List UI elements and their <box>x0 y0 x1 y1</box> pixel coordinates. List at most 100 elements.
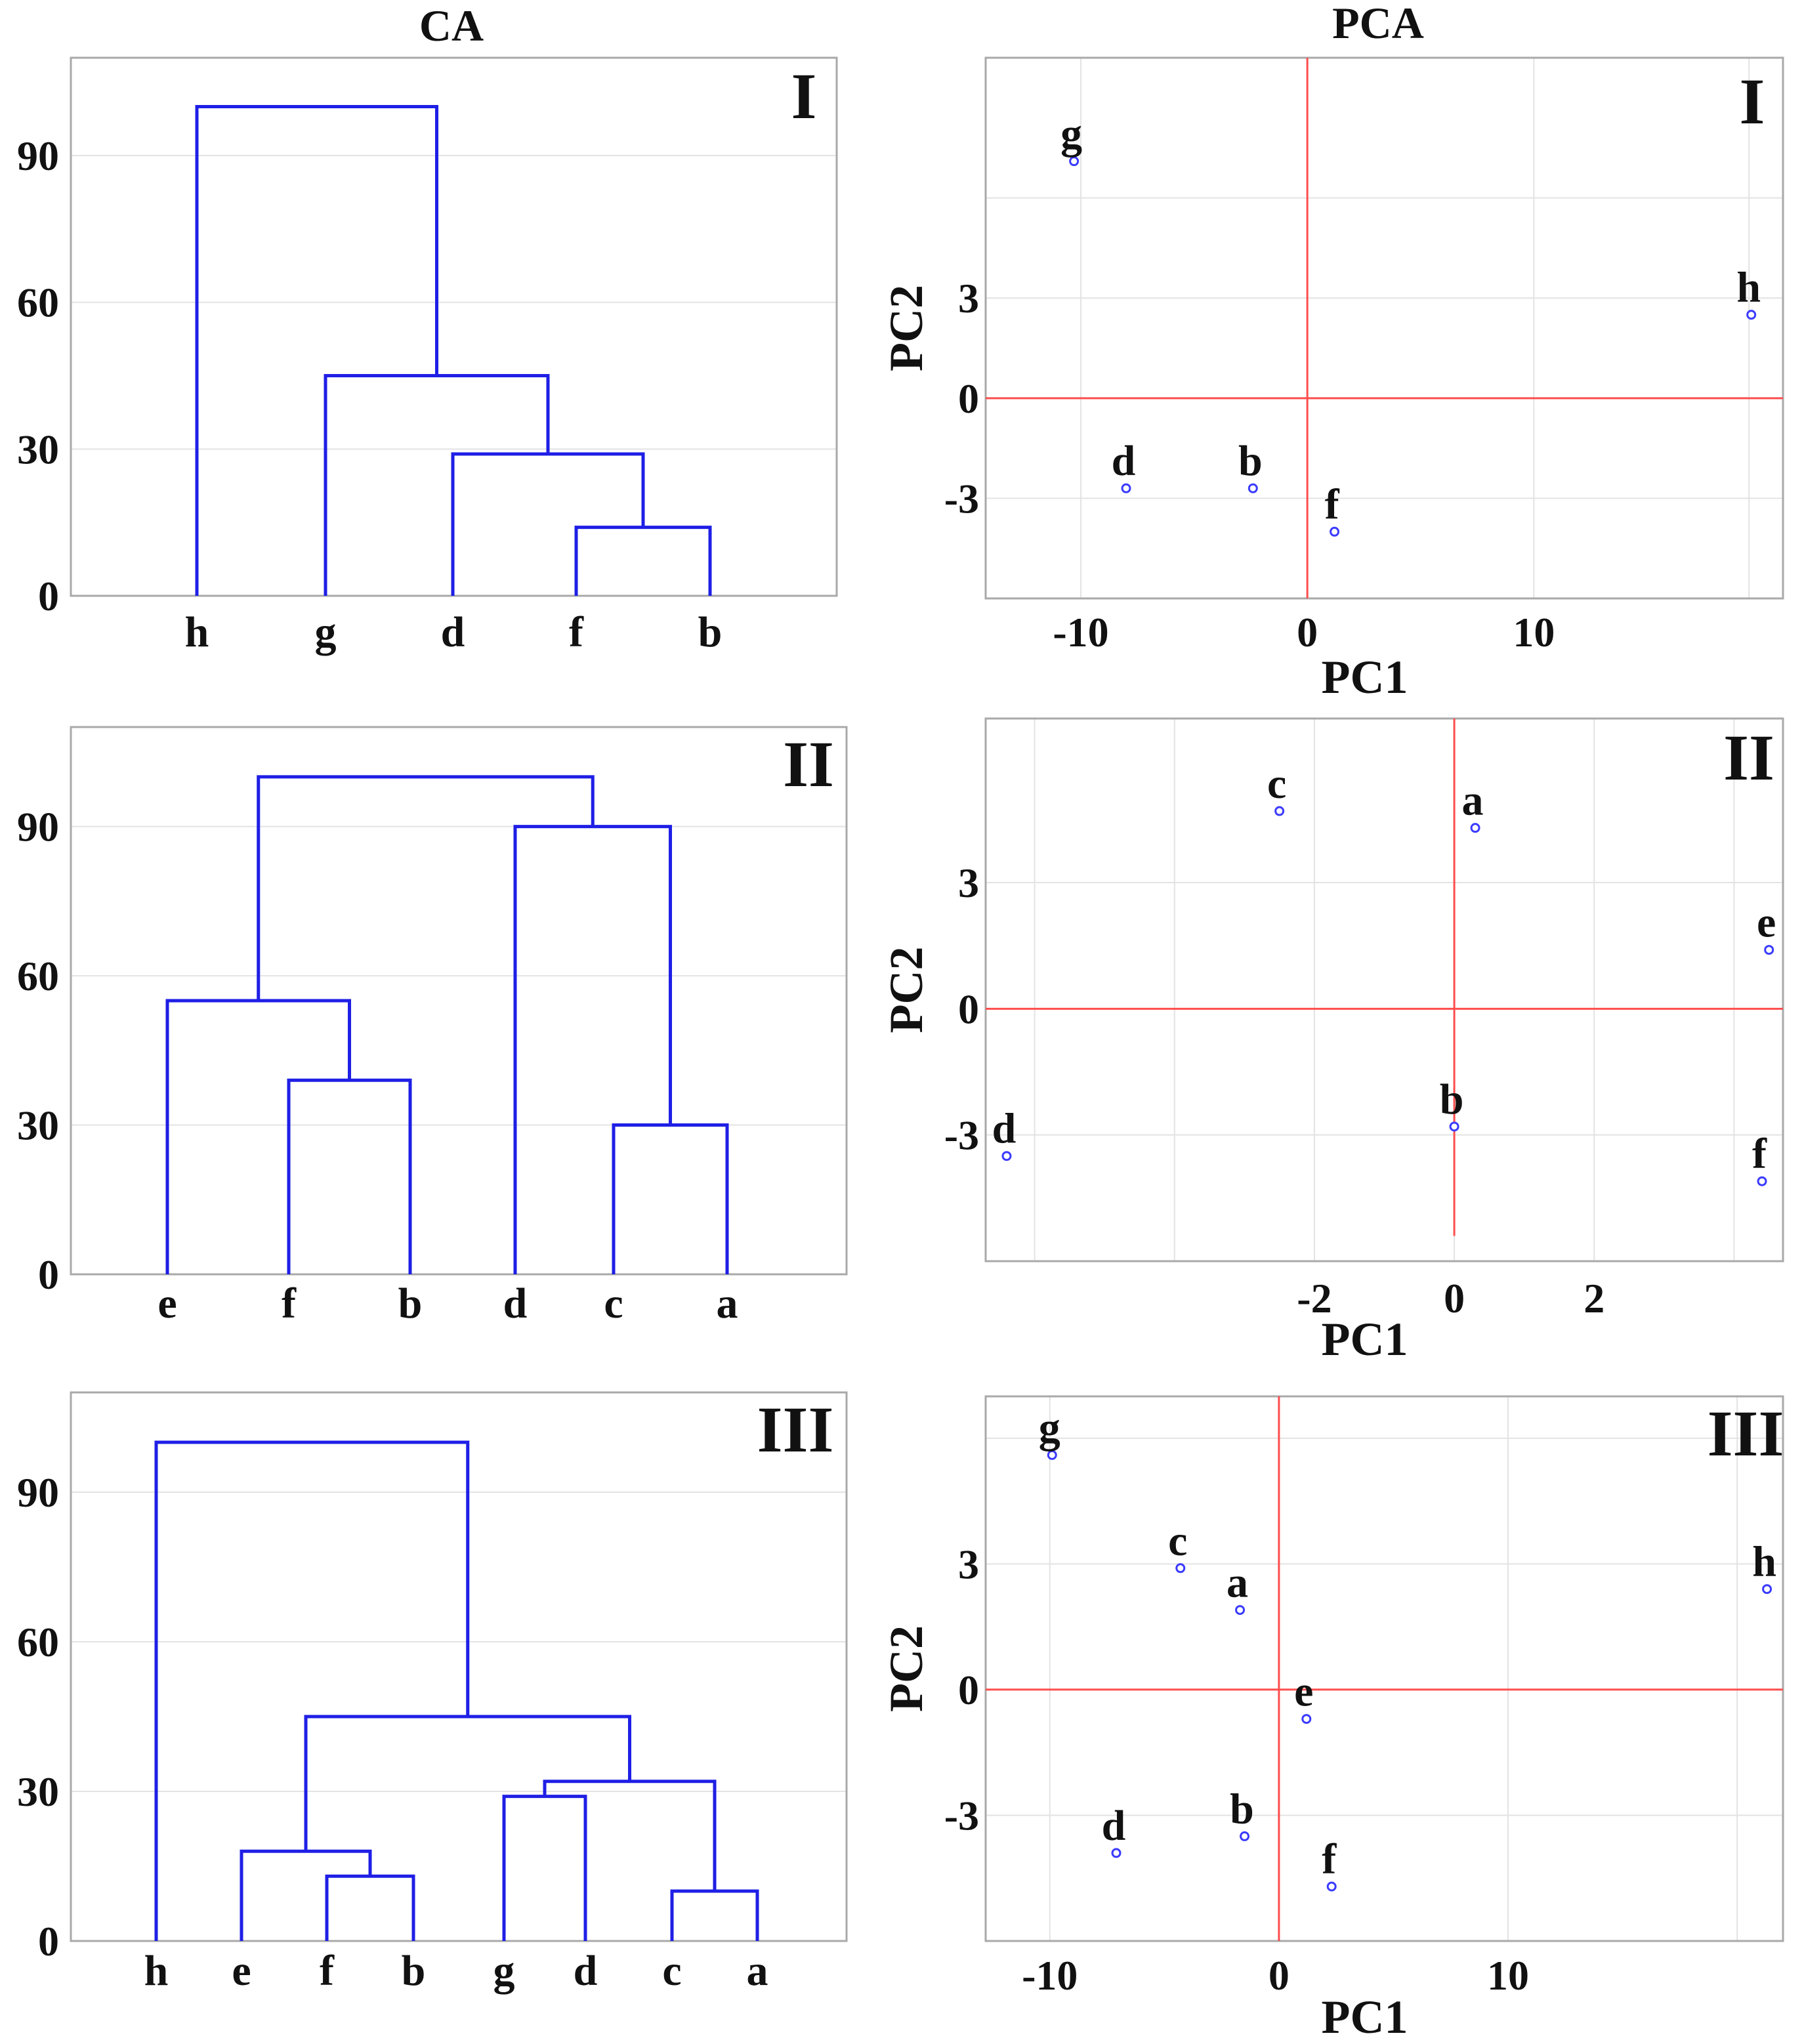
data-point <box>1746 310 1757 320</box>
y-tick-label: 3 <box>958 1541 979 1587</box>
point-label: b <box>1230 1785 1254 1833</box>
leaf-label: f <box>282 1280 297 1327</box>
leaf-label: f <box>569 608 584 656</box>
ca-panel-1: 0 30 60 90 h g d f b I <box>17 56 838 656</box>
ca-panel-3: 0 30 60 90 h e f b g d c a III <box>17 1391 848 1995</box>
y-axis-label: PC2 <box>880 947 933 1033</box>
data-point <box>1235 1605 1246 1616</box>
data-point <box>1764 945 1774 955</box>
panel-label: III <box>757 1393 834 1466</box>
data-point <box>1248 483 1258 493</box>
data-point <box>1069 156 1080 167</box>
pca-panel-1: -10 0 10 -3 0 3 PC1 PC2 g h d b f I <box>880 56 1784 703</box>
data-point <box>1111 1848 1122 1858</box>
data-point <box>1175 1563 1186 1574</box>
y-tick-label: 30 <box>17 1768 59 1815</box>
leaf-label: d <box>441 608 465 656</box>
dendrogram-link <box>670 1889 759 1941</box>
x-tick-label: -2 <box>1297 1275 1332 1322</box>
point-label: c <box>1267 760 1286 808</box>
point-label: b <box>1440 1075 1464 1123</box>
point-label: b <box>1238 437 1263 485</box>
leaf-label: d <box>574 1947 598 1995</box>
x-axis-label: PC1 <box>1322 1313 1408 1366</box>
leaf-label: b <box>698 608 723 656</box>
x-tick-label: 10 <box>1513 609 1555 656</box>
dendrogram-link <box>287 1078 412 1274</box>
y-tick-label: 3 <box>958 860 979 906</box>
x-tick-label: 0 <box>1269 1952 1290 1999</box>
y-tick-label: -3 <box>944 1792 979 1839</box>
x-tick-label: -10 <box>1022 1952 1078 1999</box>
dendrogram-link <box>574 526 712 596</box>
point-label: a <box>1462 777 1484 825</box>
y-tick-label: 0 <box>958 986 979 1032</box>
plot-frame <box>70 1391 848 1942</box>
leaf-label: b <box>402 1947 426 1995</box>
point-label: a <box>1227 1559 1248 1607</box>
ca-panel-2: 0 30 60 90 e f b d c a II <box>17 726 848 1327</box>
point-label: g <box>1060 110 1082 158</box>
data-point <box>1757 1176 1767 1186</box>
x-tick-label: 0 <box>1444 1275 1465 1322</box>
panel-label: I <box>791 60 817 133</box>
y-tick-label: 0 <box>958 375 979 422</box>
y-axis-label: PC2 <box>880 1625 933 1712</box>
leaf-label: h <box>144 1947 169 1995</box>
x-axis-label: PC1 <box>1322 1991 1408 2043</box>
data-point <box>1274 806 1285 816</box>
dendrogram-link <box>304 1715 631 1852</box>
data-point <box>1326 1881 1337 1892</box>
pca-column-title: PCA <box>1332 0 1424 48</box>
leaf-label: g <box>315 608 337 656</box>
y-tick-label: 90 <box>17 133 59 179</box>
dendrogram-link <box>325 1874 415 1941</box>
point-label: d <box>992 1105 1017 1153</box>
leaf-label: f <box>320 1947 335 1995</box>
x-tick-label: 10 <box>1487 1952 1529 1999</box>
dendrogram-link <box>165 999 351 1274</box>
point-label: h <box>1736 264 1761 312</box>
plot-frame <box>984 717 1784 1262</box>
y-tick-label: 0 <box>38 1251 59 1298</box>
y-tick-label: 30 <box>17 426 59 472</box>
plot-frame <box>984 1395 1784 1942</box>
dendrogram-link <box>502 1795 587 1941</box>
dendrogram-link <box>451 452 645 596</box>
point-label: h <box>1752 1538 1776 1586</box>
data-point <box>1047 1450 1057 1460</box>
point-label: e <box>1294 1668 1313 1716</box>
dendrogram-link <box>513 825 672 1274</box>
leaf-label: c <box>662 1947 681 1995</box>
x-tick-label: 2 <box>1584 1275 1605 1322</box>
point-label: f <box>1325 480 1340 528</box>
point-label: f <box>1322 1835 1337 1883</box>
dendrogram-link <box>154 1440 470 1941</box>
y-tick-label: 3 <box>958 275 979 322</box>
y-tick-label: 90 <box>17 804 59 850</box>
dendrogram-link <box>257 775 595 1001</box>
data-point <box>1330 526 1340 537</box>
point-label: g <box>1039 1404 1060 1451</box>
point-label: d <box>1102 1802 1126 1850</box>
plot-frame <box>984 56 1784 600</box>
point-label: f <box>1752 1130 1767 1178</box>
panel-label: II <box>783 728 834 801</box>
data-point <box>1240 1831 1250 1841</box>
x-tick-label: -10 <box>1053 609 1108 656</box>
leaf-label: h <box>185 608 209 656</box>
y-tick-label: 0 <box>38 573 59 619</box>
data-point <box>1301 1714 1312 1724</box>
y-tick-label: -3 <box>944 475 979 522</box>
pca-panel-2: -2 0 2 -3 0 3 PC1 PC2 c a e d b f II <box>880 717 1784 1366</box>
y-tick-label: -3 <box>944 1112 979 1159</box>
plot-frame <box>70 726 848 1276</box>
dendrogram-link <box>240 1849 372 1941</box>
data-point <box>1449 1121 1459 1132</box>
data-point <box>1762 1584 1773 1595</box>
y-tick-label: 30 <box>17 1102 59 1149</box>
y-tick-label: 0 <box>38 1918 59 1965</box>
leaf-label: a <box>747 1947 768 1995</box>
dendrogram-link <box>612 1123 729 1274</box>
